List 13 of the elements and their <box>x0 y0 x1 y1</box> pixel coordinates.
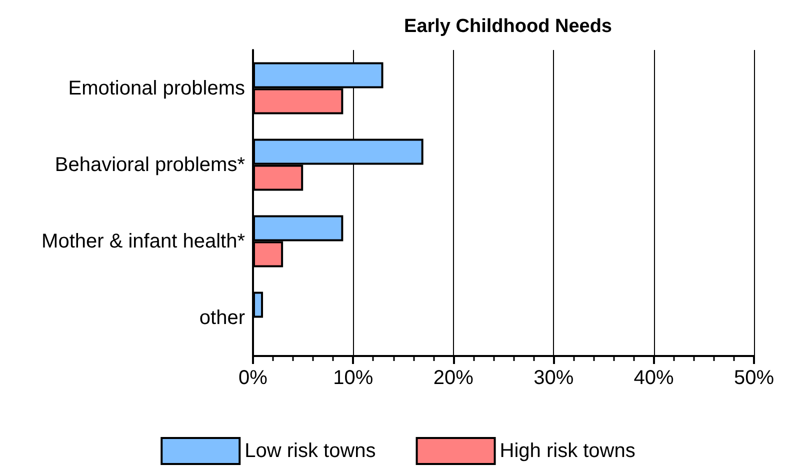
x-tick-label: 40% <box>634 367 674 389</box>
y-tick-label: Mother & infant health* <box>42 230 246 252</box>
legend-label: Low risk towns <box>244 440 376 462</box>
y-tick-label: Behavioral problems* <box>54 154 246 176</box>
x-tick-label: 30% <box>534 367 574 389</box>
x-tick-label: 0% <box>238 367 268 389</box>
legend-label: High risk towns <box>500 440 636 462</box>
chart-title: Early Childhood Needs <box>404 16 612 37</box>
x-tick-label: 20% <box>433 367 474 389</box>
x-tick-label: 50% <box>734 367 774 389</box>
y-tick-label: Emotional problems <box>68 77 245 100</box>
y-tick-label: other <box>199 306 246 329</box>
x-tick-label: 10% <box>333 367 374 389</box>
